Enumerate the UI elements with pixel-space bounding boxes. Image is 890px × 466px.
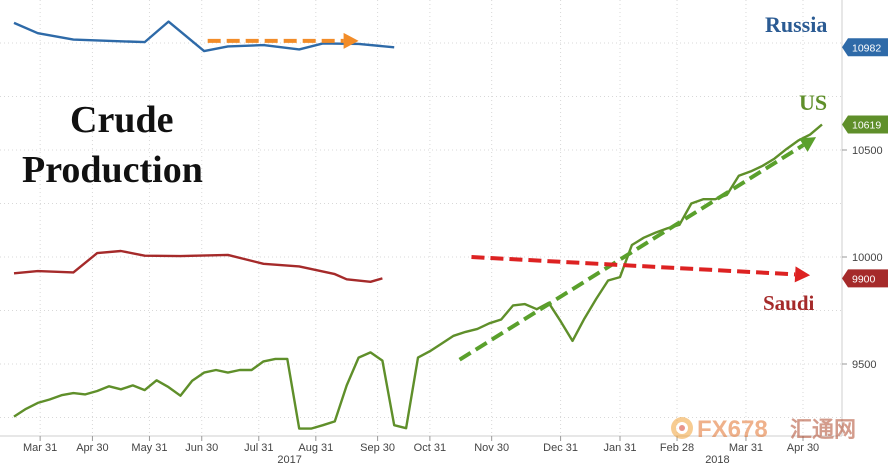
russia-arrow: [207, 32, 359, 49]
x-tick-label: Aug 31: [298, 442, 333, 454]
x-tick-label: Sep 30: [360, 442, 395, 454]
svg-text:10982: 10982: [852, 42, 881, 54]
x-tick-label: Oct 31: [414, 442, 446, 454]
x-year-label: 2018: [705, 454, 729, 466]
x-tick-label: Jan 31: [603, 442, 636, 454]
chart-title: Crude Production: [22, 99, 203, 191]
series-label-saudi: Saudi: [763, 291, 815, 315]
series-label-us: US: [799, 90, 827, 115]
series-label-russia: Russia: [765, 12, 827, 37]
y-axis-ticks: 9500 10000 10500: [842, 145, 883, 371]
trend-arrows: [207, 32, 817, 362]
series-line-russia: [13, 20, 395, 53]
x-tick-label: Apr 30: [76, 442, 108, 454]
end-tag-us: 10619: [842, 115, 888, 134]
end-tag-saudi: 9900: [842, 269, 888, 288]
x-tick-label: Dec 31: [543, 442, 578, 454]
x-tick-label: Feb 28: [660, 442, 694, 454]
x-axis-ticks: Mar 31 Apr 30 May 31 Jun 30 Jul 31 Aug 31 Sep …: [23, 436, 819, 466]
svg-text:9900: 9900: [852, 273, 876, 285]
watermark-cn: 汇通网: [790, 417, 856, 442]
series-lines: [13, 20, 823, 430]
x-year-label: 2017: [277, 454, 301, 466]
svg-text:10619: 10619: [852, 120, 881, 132]
x-tick-label: Jun 30: [185, 442, 218, 454]
watermark: FX678 汇通网: [671, 416, 856, 443]
series-line-saudi: [13, 249, 383, 283]
end-tag-russia: 10982: [842, 38, 888, 57]
y-tick-label: 10500: [852, 145, 883, 157]
series-line-us: [13, 123, 823, 430]
saudi-arrow: [471, 255, 811, 283]
end-value-tags: 10982 10619 9900: [842, 38, 888, 288]
x-tick-label: Jul 31: [244, 442, 273, 454]
watermark-brand: FX678: [697, 416, 768, 443]
x-tick-label: Mar 31: [23, 442, 57, 454]
us-arrow: [458, 137, 817, 362]
gridlines: [0, 0, 842, 436]
y-tick-label: 10000: [852, 252, 883, 264]
y-tick-label: 9500: [852, 359, 876, 371]
x-tick-label: Apr 30: [787, 442, 819, 454]
chart-title-line2: Production: [22, 149, 203, 191]
chart-title-line1: Crude: [70, 99, 173, 141]
fx678-logo-icon: [671, 417, 693, 439]
x-tick-label: May 31: [131, 442, 167, 454]
x-tick-label: Mar 31: [729, 442, 763, 454]
x-tick-label: Nov 30: [474, 442, 509, 454]
